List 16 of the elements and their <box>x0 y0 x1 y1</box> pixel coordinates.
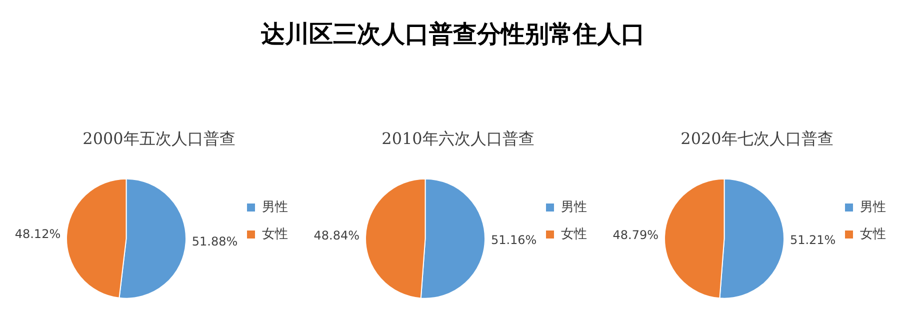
data-label: 51.88% <box>192 234 238 249</box>
text: 达川区三次人口普查分性别常住人口 <box>260 19 646 50</box>
data-label: 48.84% <box>314 228 360 242</box>
chart-title: 2010年六次人口普查 <box>382 128 534 148</box>
data-label: 48.12% <box>14 226 61 241</box>
chart-title: 2000年五次人口普查 <box>82 128 236 148</box>
legend-label: 女性 <box>860 226 886 242</box>
legend-label: 女性 <box>262 226 288 242</box>
legend-label: 男性 <box>860 199 886 214</box>
data-label: 51.21% <box>790 233 836 248</box>
legend-label: 男性 <box>561 199 587 214</box>
legend-label: 女性 <box>561 226 587 242</box>
data-label: 48.79% <box>612 228 659 242</box>
legend-label: 男性 <box>262 199 288 214</box>
chart-title: 2020年七次人口普查 <box>680 128 834 148</box>
data-label: 51.16% <box>490 233 537 248</box>
